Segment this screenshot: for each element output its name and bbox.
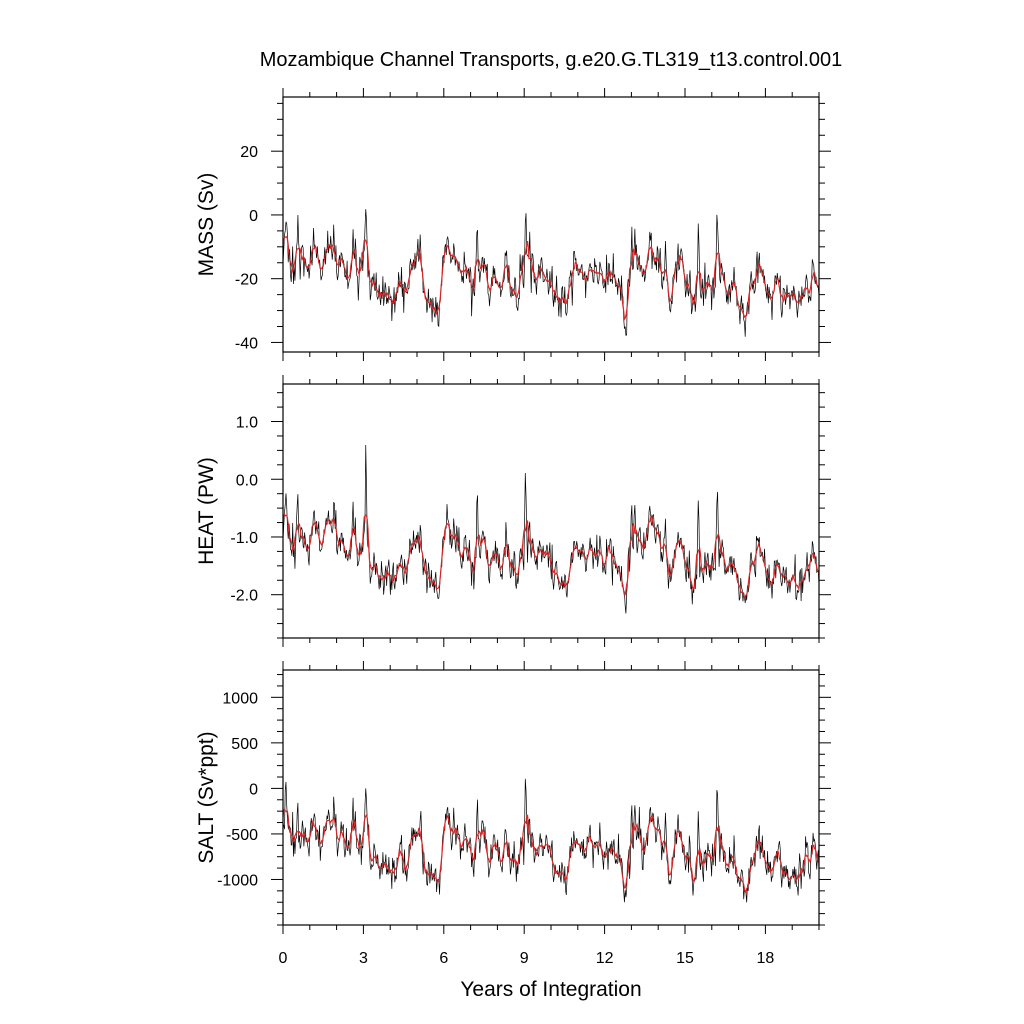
series-line-raw xyxy=(283,445,819,614)
y-tick-label: -1000 xyxy=(217,872,258,889)
y-tick-label: 0 xyxy=(249,208,258,225)
x-axis-label: Years of Integration xyxy=(460,978,641,1001)
y-tick-label: -500 xyxy=(226,827,258,844)
series-line-smoothed xyxy=(283,512,819,598)
x-tick-label: 15 xyxy=(676,950,694,967)
x-tick-label: 12 xyxy=(596,950,614,967)
y-tick-label: 1.0 xyxy=(236,415,258,432)
y-tick-label: 20 xyxy=(240,144,258,161)
x-tick-label: 9 xyxy=(520,950,529,967)
x-tick-label: 0 xyxy=(279,950,288,967)
plot-frame xyxy=(282,669,820,926)
panel-2: -2.0 -1.0 0.0 1.0 HEAT (PW) xyxy=(195,375,831,647)
x-tick-label: 6 xyxy=(439,950,448,967)
y-axis-label: MASS (Sv) xyxy=(195,173,218,277)
y-axis-label: SALT (Sv*ppt) xyxy=(195,731,218,863)
y-axis-label: HEAT (PW) xyxy=(195,457,218,565)
series-line-smoothed xyxy=(283,808,819,896)
y-tick-label: -2.0 xyxy=(230,588,258,605)
y-tick-label: -1.0 xyxy=(230,530,258,547)
series-line-smoothed xyxy=(283,236,819,321)
y-tick-label: -40 xyxy=(235,335,258,352)
panel-3: 0 3 6 9 12 15 18 -1000 -500 0 500 1000 SALT (Sv*ppt) xyxy=(195,661,831,967)
plot-frame xyxy=(282,96,820,353)
plot-frame xyxy=(282,383,820,639)
x-tick-label: 18 xyxy=(757,950,775,967)
series-line-raw xyxy=(283,209,819,337)
figure-title: Mozambique Channel Transports, g.e20.G.T… xyxy=(260,49,843,71)
series-line-raw xyxy=(283,778,819,903)
x-tick-label: 3 xyxy=(359,950,368,967)
panel-1: -40 -20 0 20 MASS (Sv) xyxy=(195,88,831,361)
panels: -40 -20 0 20 MASS (Sv) -2.0 -1.0 0.0 1.0 HEAT (PW… xyxy=(195,88,831,967)
y-tick-label: 1000 xyxy=(222,690,258,707)
y-tick-label: 0.0 xyxy=(236,472,258,489)
y-tick-label: 500 xyxy=(231,736,258,753)
y-tick-label: 0 xyxy=(249,781,258,798)
y-tick-label: -20 xyxy=(235,272,258,289)
